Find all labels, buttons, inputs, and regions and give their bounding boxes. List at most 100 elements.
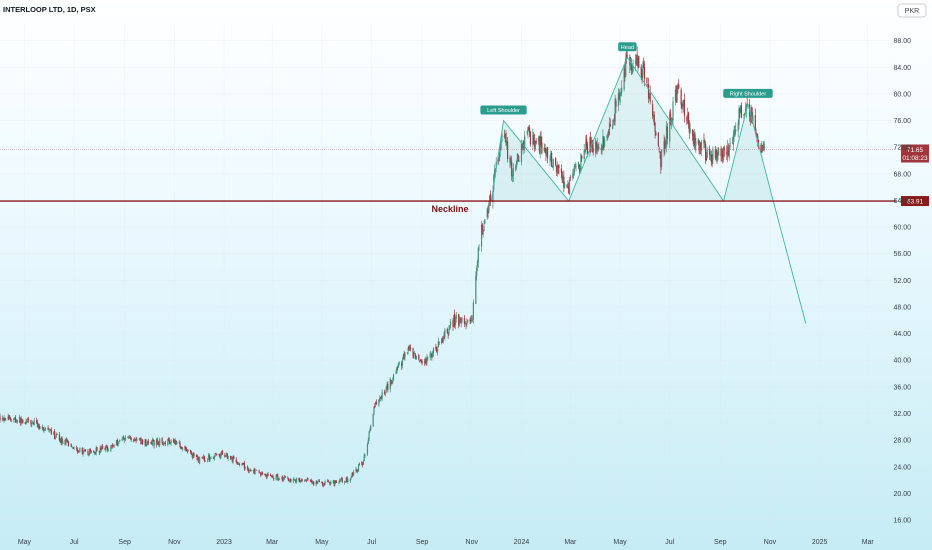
candle-body: [199, 457, 201, 464]
candle-body: [75, 448, 78, 449]
candle-body: [311, 481, 313, 483]
candle-body: [720, 148, 722, 157]
x-tick-label: Nov: [168, 539, 181, 546]
candle-body: [515, 161, 518, 168]
candle-body: [107, 450, 109, 451]
candle-body: [232, 456, 234, 463]
candle-body: [317, 480, 320, 482]
candle-body: [404, 353, 406, 358]
candle-body: [375, 402, 378, 405]
candle-body: [327, 480, 329, 482]
candle-body: [397, 363, 400, 368]
candle-body: [204, 460, 206, 462]
candle-body: [47, 427, 49, 430]
candle-body: [424, 359, 426, 364]
candle-body: [13, 418, 15, 421]
candle-body: [436, 349, 438, 352]
candle-body: [266, 474, 268, 477]
candle-body: [231, 457, 233, 462]
candle-body: [664, 138, 666, 150]
y-tick-label: 36.00: [893, 384, 911, 391]
candle-body: [168, 438, 170, 441]
y-tick-label: 84.00: [893, 65, 911, 72]
candle-body: [115, 440, 118, 445]
candle-body: [156, 439, 158, 444]
candle-body: [606, 135, 608, 139]
candle-body: [378, 399, 380, 406]
label-text: Head: [621, 45, 634, 51]
candle-body: [529, 132, 532, 145]
candle-body: [269, 474, 272, 476]
candle-body: [133, 439, 135, 441]
candle-body: [0, 416, 1, 421]
candle-body: [412, 348, 414, 356]
candle-body: [454, 313, 456, 326]
candle-body: [683, 100, 685, 106]
candle-body: [39, 427, 41, 429]
candle-body: [643, 63, 645, 67]
candle-body: [447, 332, 449, 335]
candle-body: [504, 133, 506, 137]
candle-body: [699, 143, 701, 151]
candle-body: [379, 398, 381, 401]
candle-body: [99, 447, 101, 453]
candle-body: [104, 447, 106, 450]
candle-body: [740, 106, 742, 114]
candle-body: [252, 469, 254, 472]
candle-body: [441, 337, 444, 343]
candle-body: [136, 439, 138, 441]
candle-body: [375, 401, 377, 406]
candle-body: [237, 463, 239, 465]
candle-body: [380, 397, 382, 399]
candle-body: [179, 442, 181, 447]
candle-body: [155, 439, 158, 446]
y-tick-label: 60.00: [893, 225, 911, 232]
candle-body: [442, 336, 444, 342]
candle-body: [261, 472, 263, 475]
candle-body: [406, 352, 408, 353]
candle-body: [55, 434, 57, 438]
candle-body: [402, 355, 404, 360]
candle-body: [487, 210, 489, 214]
candle-body: [510, 161, 512, 165]
candle-body: [79, 447, 81, 452]
candle-body: [10, 420, 13, 421]
candle-body: [146, 444, 148, 447]
candle-body: [111, 444, 114, 447]
candle-body: [163, 442, 166, 444]
candle-body: [732, 135, 734, 145]
candle-body: [419, 361, 421, 362]
candle-body: [106, 446, 109, 451]
candle-body: [290, 478, 292, 482]
candle-body: [387, 383, 389, 390]
candle-body: [220, 453, 222, 459]
candle-body: [197, 457, 199, 460]
candle-body: [528, 127, 530, 128]
candle-body: [595, 140, 597, 153]
candle-body: [527, 127, 529, 132]
candle-body: [238, 464, 241, 465]
candle-body: [14, 417, 16, 419]
candle-body: [8, 415, 10, 420]
candle-body: [366, 443, 369, 455]
x-tick-label: Mar: [564, 539, 577, 546]
candle-body: [481, 224, 483, 233]
y-tick-label: 16.00: [893, 518, 911, 525]
candle-body: [162, 443, 164, 445]
candle-body: [287, 478, 290, 481]
candle-body: [243, 463, 245, 465]
candle-body: [407, 347, 409, 351]
currency-button[interactable]: PKR: [897, 3, 927, 18]
candle-body: [449, 325, 451, 329]
candle-body: [128, 437, 130, 439]
candle-body: [110, 446, 112, 451]
candle-body: [586, 144, 589, 155]
x-tick-label: Sep: [118, 539, 131, 546]
candle-body: [705, 143, 707, 160]
candle-body: [595, 141, 598, 150]
candle-body: [617, 92, 620, 106]
candle-body: [225, 455, 227, 457]
candle-body: [241, 463, 243, 465]
